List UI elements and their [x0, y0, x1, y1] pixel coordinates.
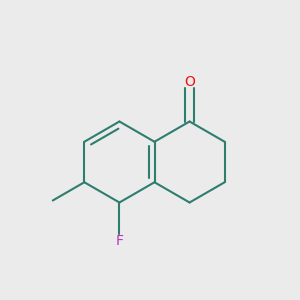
Text: O: O [184, 75, 195, 89]
Text: F: F [116, 234, 123, 248]
